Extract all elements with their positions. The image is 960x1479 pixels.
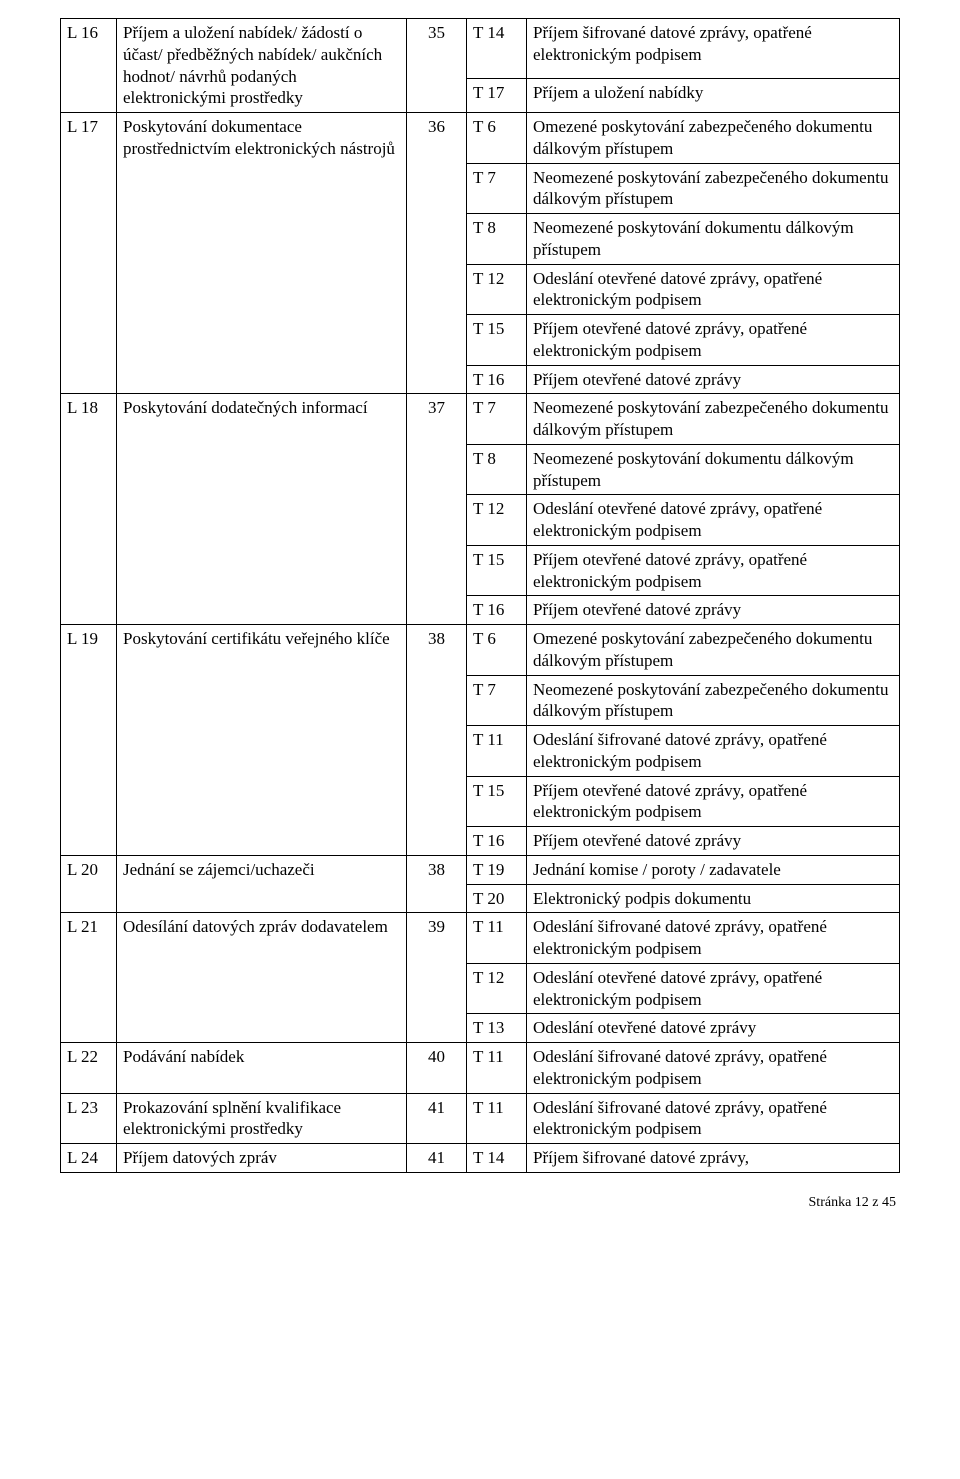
col-description: Poskytování dodatečných informací bbox=[117, 394, 407, 625]
col-t-code: T 11 bbox=[467, 1093, 527, 1144]
col-t-description: Příjem otevřené datové zprávy, opatřené … bbox=[527, 776, 900, 827]
table-row: L 22Podávání nabídek40T 11Odeslání šifro… bbox=[61, 1043, 900, 1094]
col-t-description: Neomezené poskytování dokumentu dálkovým… bbox=[527, 444, 900, 495]
col-t-description: Odeslání šifrované datové zprávy, opatře… bbox=[527, 726, 900, 777]
col-l-code: L 21 bbox=[61, 913, 117, 1043]
col-t-description: Neomezené poskytování dokumentu dálkovým… bbox=[527, 214, 900, 265]
col-t-description: Odeslání otevřené datové zprávy bbox=[527, 1014, 900, 1043]
col-description: Podávání nabídek bbox=[117, 1043, 407, 1094]
table-row: L 24Příjem datových zpráv41T 14Příjem ši… bbox=[61, 1144, 900, 1173]
col-t-code: T 20 bbox=[467, 884, 527, 913]
table-row: L 16Příjem a uložení nabídek/ žádostí o … bbox=[61, 19, 900, 79]
table-row: L 20Jednání se zájemci/uchazeči38T 19Jed… bbox=[61, 855, 900, 884]
col-description: Jednání se zájemci/uchazeči bbox=[117, 855, 407, 913]
col-number: 36 bbox=[407, 113, 467, 394]
page-footer: Stránka 12 z 45 bbox=[60, 1195, 900, 1211]
col-t-code: T 11 bbox=[467, 726, 527, 777]
col-description: Odesílání datových zpráv dodavatelem bbox=[117, 913, 407, 1043]
col-t-description: Elektronický podpis dokumentu bbox=[527, 884, 900, 913]
col-number: 41 bbox=[407, 1093, 467, 1144]
col-t-description: Odeslání otevřené datové zprávy, opatřen… bbox=[527, 963, 900, 1014]
col-t-code: T 12 bbox=[467, 963, 527, 1014]
col-t-description: Odeslání otevřené datové zprávy, opatřen… bbox=[527, 264, 900, 315]
col-number: 38 bbox=[407, 855, 467, 913]
col-t-code: T 7 bbox=[467, 163, 527, 214]
col-t-description: Příjem otevřené datové zprávy bbox=[527, 596, 900, 625]
col-number: 39 bbox=[407, 913, 467, 1043]
col-l-code: L 23 bbox=[61, 1093, 117, 1144]
col-t-code: T 12 bbox=[467, 495, 527, 546]
col-l-code: L 20 bbox=[61, 855, 117, 913]
col-t-description: Jednání komise / poroty / zadavatele bbox=[527, 855, 900, 884]
col-l-code: L 16 bbox=[61, 19, 117, 113]
col-t-code: T 16 bbox=[467, 365, 527, 394]
col-t-code: T 11 bbox=[467, 1043, 527, 1094]
col-t-code: T 6 bbox=[467, 625, 527, 676]
col-t-code: T 17 bbox=[467, 78, 527, 112]
col-t-description: Příjem otevřené datové zprávy bbox=[527, 827, 900, 856]
table-row: L 17Poskytování dokumentace prostřednict… bbox=[61, 113, 900, 164]
col-description: Prokazování splnění kvalifikace elektron… bbox=[117, 1093, 407, 1144]
col-t-code: T 15 bbox=[467, 545, 527, 596]
col-t-description: Odeslání šifrované datové zprávy, opatře… bbox=[527, 1093, 900, 1144]
col-t-code: T 16 bbox=[467, 596, 527, 625]
col-t-code: T 14 bbox=[467, 19, 527, 79]
col-number: 40 bbox=[407, 1043, 467, 1094]
col-t-code: T 7 bbox=[467, 394, 527, 445]
col-description: Poskytování dokumentace prostřednictvím … bbox=[117, 113, 407, 394]
mapping-table: L 16Příjem a uložení nabídek/ žádostí o … bbox=[60, 18, 900, 1173]
col-number: 35 bbox=[407, 19, 467, 113]
col-t-code: T 15 bbox=[467, 776, 527, 827]
table-row: L 23Prokazování splnění kvalifikace elek… bbox=[61, 1093, 900, 1144]
col-l-code: L 24 bbox=[61, 1144, 117, 1173]
table-body: L 16Příjem a uložení nabídek/ žádostí o … bbox=[61, 19, 900, 1173]
col-t-description: Příjem šifrované datové zprávy, bbox=[527, 1144, 900, 1173]
table-row: L 21Odesílání datových zpráv dodavatelem… bbox=[61, 913, 900, 964]
col-number: 41 bbox=[407, 1144, 467, 1173]
col-t-description: Příjem otevřené datové zprávy, opatřené … bbox=[527, 315, 900, 366]
table-row: L 19Poskytování certifikátu veřejného kl… bbox=[61, 625, 900, 676]
col-number: 37 bbox=[407, 394, 467, 625]
col-description: Příjem a uložení nabídek/ žádostí o účas… bbox=[117, 19, 407, 113]
col-t-code: T 14 bbox=[467, 1144, 527, 1173]
col-t-code: T 15 bbox=[467, 315, 527, 366]
col-t-description: Odeslání otevřené datové zprávy, opatřen… bbox=[527, 495, 900, 546]
col-t-code: T 16 bbox=[467, 827, 527, 856]
col-t-description: Příjem šifrované datové zprávy, opatřené… bbox=[527, 19, 900, 79]
col-l-code: L 17 bbox=[61, 113, 117, 394]
col-t-code: T 19 bbox=[467, 855, 527, 884]
col-t-description: Odeslání šifrované datové zprávy, opatře… bbox=[527, 913, 900, 964]
col-t-code: T 11 bbox=[467, 913, 527, 964]
col-l-code: L 19 bbox=[61, 625, 117, 856]
col-t-description: Neomezené poskytování zabezpečeného doku… bbox=[527, 394, 900, 445]
col-t-code: T 6 bbox=[467, 113, 527, 164]
col-t-description: Omezené poskytování zabezpečeného dokume… bbox=[527, 113, 900, 164]
col-t-description: Odeslání šifrované datové zprávy, opatře… bbox=[527, 1043, 900, 1094]
col-l-code: L 22 bbox=[61, 1043, 117, 1094]
col-t-description: Neomezené poskytování zabezpečeného doku… bbox=[527, 675, 900, 726]
col-l-code: L 18 bbox=[61, 394, 117, 625]
table-row: L 18Poskytování dodatečných informací37T… bbox=[61, 394, 900, 445]
col-description: Poskytování certifikátu veřejného klíče bbox=[117, 625, 407, 856]
col-t-description: Příjem otevřené datové zprávy, opatřené … bbox=[527, 545, 900, 596]
col-t-code: T 13 bbox=[467, 1014, 527, 1043]
col-t-description: Příjem otevřené datové zprávy bbox=[527, 365, 900, 394]
col-t-code: T 8 bbox=[467, 444, 527, 495]
col-t-description: Omezené poskytování zabezpečeného dokume… bbox=[527, 625, 900, 676]
col-number: 38 bbox=[407, 625, 467, 856]
col-t-code: T 7 bbox=[467, 675, 527, 726]
document-page: L 16Příjem a uložení nabídek/ žádostí o … bbox=[0, 0, 960, 1251]
col-t-code: T 8 bbox=[467, 214, 527, 265]
col-description: Příjem datových zpráv bbox=[117, 1144, 407, 1173]
col-t-code: T 12 bbox=[467, 264, 527, 315]
col-t-description: Neomezené poskytování zabezpečeného doku… bbox=[527, 163, 900, 214]
col-t-description: Příjem a uložení nabídky bbox=[527, 78, 900, 112]
